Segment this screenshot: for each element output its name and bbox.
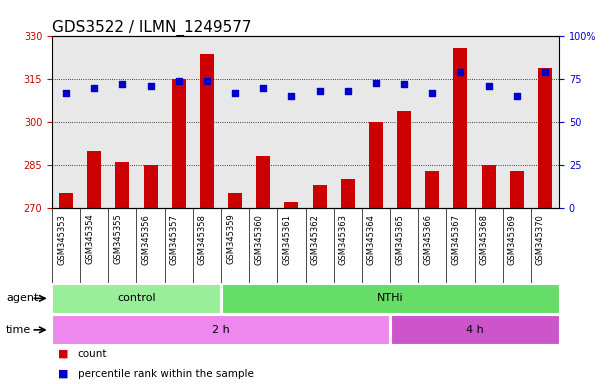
- Point: [428, 90, 437, 96]
- Bar: [397, 111, 411, 208]
- Point: [287, 93, 296, 99]
- Bar: [59, 194, 73, 208]
- Bar: [390, 36, 418, 208]
- Text: agent: agent: [6, 293, 38, 303]
- Bar: [453, 48, 467, 208]
- Bar: [172, 79, 186, 208]
- Text: GSM345359: GSM345359: [226, 214, 235, 265]
- Bar: [284, 202, 298, 208]
- Bar: [306, 36, 334, 208]
- Text: GSM345367: GSM345367: [452, 214, 461, 265]
- Text: GSM345361: GSM345361: [282, 214, 291, 265]
- Text: time: time: [6, 325, 31, 335]
- Point: [117, 81, 127, 88]
- Text: GSM345357: GSM345357: [170, 214, 179, 265]
- Bar: [80, 36, 108, 208]
- Point: [484, 83, 494, 89]
- Bar: [313, 185, 327, 208]
- Point: [230, 90, 240, 96]
- Bar: [334, 36, 362, 208]
- FancyBboxPatch shape: [53, 284, 221, 313]
- Bar: [228, 194, 242, 208]
- Bar: [87, 151, 101, 208]
- Text: control: control: [117, 293, 156, 303]
- Point: [61, 90, 71, 96]
- Text: GDS3522 / ILMN_1249577: GDS3522 / ILMN_1249577: [52, 20, 252, 36]
- Text: GSM345355: GSM345355: [114, 214, 122, 265]
- FancyBboxPatch shape: [222, 284, 558, 313]
- Bar: [193, 36, 221, 208]
- Text: NTHi: NTHi: [377, 293, 403, 303]
- Bar: [475, 36, 503, 208]
- Text: 2 h: 2 h: [212, 325, 230, 335]
- Bar: [510, 170, 524, 208]
- Text: GSM345365: GSM345365: [395, 214, 404, 265]
- FancyBboxPatch shape: [390, 315, 558, 344]
- Text: GSM345369: GSM345369: [508, 214, 517, 265]
- Text: ■: ■: [58, 349, 68, 359]
- Text: GSM345356: GSM345356: [142, 214, 150, 265]
- Point: [399, 81, 409, 88]
- Text: 4 h: 4 h: [466, 325, 483, 335]
- Bar: [362, 36, 390, 208]
- Point: [343, 88, 353, 94]
- Point: [174, 78, 184, 84]
- Text: GSM345368: GSM345368: [480, 214, 489, 265]
- Text: GSM345360: GSM345360: [254, 214, 263, 265]
- Point: [512, 93, 522, 99]
- Bar: [221, 36, 249, 208]
- Point: [315, 88, 324, 94]
- Bar: [418, 36, 447, 208]
- Text: GSM345362: GSM345362: [310, 214, 320, 265]
- Point: [540, 70, 550, 76]
- Bar: [277, 36, 306, 208]
- Bar: [341, 179, 355, 208]
- Bar: [249, 36, 277, 208]
- Text: ■: ■: [58, 369, 68, 379]
- Bar: [200, 54, 214, 208]
- Point: [145, 83, 155, 89]
- Text: GSM345358: GSM345358: [198, 214, 207, 265]
- Text: GSM345354: GSM345354: [85, 214, 94, 265]
- Point: [456, 70, 466, 76]
- Point: [89, 85, 99, 91]
- Bar: [136, 36, 164, 208]
- Point: [258, 85, 268, 91]
- Point: [371, 79, 381, 86]
- Bar: [425, 170, 439, 208]
- Text: count: count: [78, 349, 107, 359]
- FancyBboxPatch shape: [53, 315, 389, 344]
- Bar: [52, 36, 80, 208]
- Bar: [503, 36, 531, 208]
- Text: GSM345364: GSM345364: [367, 214, 376, 265]
- Text: GSM345366: GSM345366: [423, 214, 433, 265]
- Text: GSM345363: GSM345363: [338, 214, 348, 265]
- Bar: [164, 36, 193, 208]
- Bar: [115, 162, 130, 208]
- Bar: [481, 165, 496, 208]
- Text: percentile rank within the sample: percentile rank within the sample: [78, 369, 254, 379]
- Text: GSM345353: GSM345353: [57, 214, 66, 265]
- Bar: [108, 36, 136, 208]
- Bar: [538, 68, 552, 208]
- Point: [202, 78, 212, 84]
- Bar: [369, 122, 383, 208]
- Bar: [531, 36, 559, 208]
- Bar: [256, 156, 270, 208]
- Text: GSM345370: GSM345370: [536, 214, 545, 265]
- Bar: [447, 36, 475, 208]
- Bar: [144, 165, 158, 208]
